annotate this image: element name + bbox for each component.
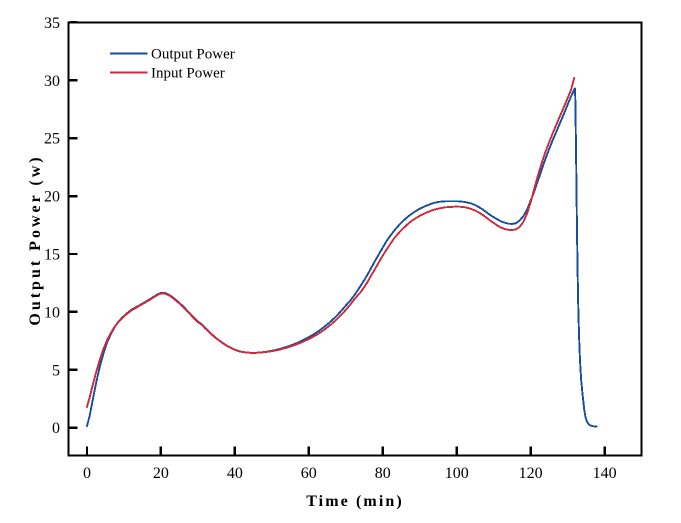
- svg-text:15: 15: [44, 247, 60, 264]
- svg-text:0: 0: [52, 420, 60, 437]
- svg-text:Input Power: Input Power: [151, 66, 225, 82]
- svg-text:Output Power: Output Power: [151, 47, 235, 63]
- svg-text:30: 30: [44, 73, 60, 90]
- svg-text:140: 140: [593, 465, 617, 482]
- svg-text:5: 5: [52, 362, 60, 379]
- svg-text:80: 80: [375, 465, 391, 482]
- svg-text:Time (min): Time (min): [306, 493, 404, 510]
- svg-text:100: 100: [445, 465, 469, 482]
- svg-text:60: 60: [301, 465, 317, 482]
- svg-text:35: 35: [44, 15, 60, 32]
- svg-text:120: 120: [519, 465, 543, 482]
- svg-text:25: 25: [44, 131, 60, 148]
- svg-text:0: 0: [83, 465, 91, 482]
- svg-text:20: 20: [44, 189, 60, 206]
- svg-text:40: 40: [227, 465, 243, 482]
- svg-text:20: 20: [153, 465, 169, 482]
- svg-text:Output Power (w): Output Power (w): [27, 154, 44, 325]
- svg-text:10: 10: [44, 304, 60, 321]
